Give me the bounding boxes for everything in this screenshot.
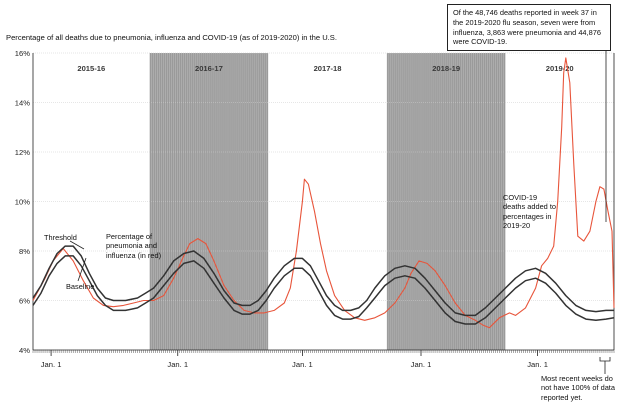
threshold-leader — [69, 240, 85, 250]
y-tick-label: 10% — [15, 198, 30, 207]
season-label: 2018-19 — [432, 64, 460, 73]
chart-subtitle: Percentage of all deaths due to pneumoni… — [6, 33, 337, 42]
x-tick-label: Jan. 1 — [41, 360, 62, 369]
baseline-leader — [77, 257, 87, 282]
annotation-week-37: Of the 48,746 deaths reported in week 37… — [447, 4, 611, 52]
x-tick-label: Jan. 1 — [292, 360, 313, 369]
y-tick-label: 4% — [19, 346, 30, 355]
annotation-covid: COVID-19 deaths added to percentages in … — [503, 193, 557, 231]
series-line-baseline — [32, 255, 615, 325]
x-tick-label: Jan. 1 — [527, 360, 548, 369]
label-percentage: Percentage of pneumonia and influenza (i… — [106, 232, 162, 260]
y-tick-label: 6% — [19, 297, 30, 306]
season-label: 2015-16 — [77, 64, 105, 73]
label-baseline: Baseline — [66, 282, 95, 291]
season-label: 2016-17 — [195, 64, 223, 73]
label-threshold: Threshold — [44, 233, 77, 242]
series-line-percentage — [32, 57, 615, 329]
season-label: 2017-18 — [314, 64, 342, 73]
y-tick-label: 16% — [15, 49, 30, 58]
x-tick-label: Jan. 1 — [167, 360, 188, 369]
y-tick-label: 8% — [19, 247, 30, 256]
season-label: 2019-20 — [546, 64, 574, 73]
x-tick-label: Jan. 1 — [411, 360, 432, 369]
y-tick-label: 14% — [15, 99, 30, 108]
series-line-threshold — [32, 245, 614, 317]
annotation-recent-weeks: Most recent weeks do not have 100% of da… — [541, 374, 615, 402]
recent-weeks-bracket — [599, 357, 611, 362]
y-tick-label: 12% — [15, 148, 30, 157]
